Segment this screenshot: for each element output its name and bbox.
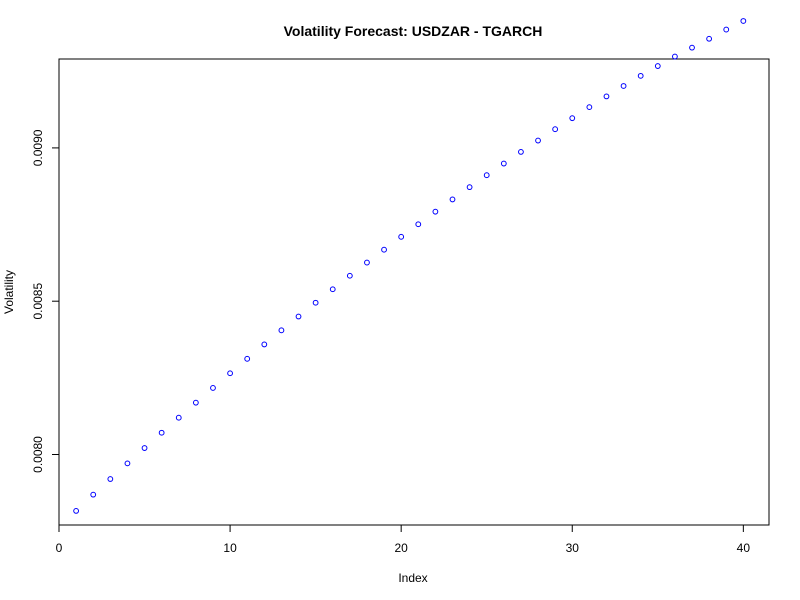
data-point	[603, 93, 610, 100]
x-tick-label: 10	[223, 541, 237, 555]
data-point	[90, 491, 97, 498]
data-point	[552, 126, 559, 133]
plot-frame	[58, 58, 770, 526]
data-point	[518, 148, 524, 155]
data-point	[261, 341, 268, 348]
data-point	[449, 196, 456, 203]
x-axis-label: Index	[398, 571, 427, 585]
data-point	[398, 233, 405, 240]
data-point	[415, 221, 422, 228]
data-point	[227, 370, 233, 377]
data-point	[706, 35, 713, 42]
data-point	[672, 53, 678, 60]
x-tick-label: 20	[394, 541, 408, 555]
data-point	[637, 72, 644, 79]
data-point	[364, 259, 370, 266]
data-point	[432, 208, 439, 215]
data-point	[740, 18, 747, 24]
y-axis-label: Volatility	[2, 270, 16, 314]
data-point	[124, 460, 131, 467]
data-point	[483, 172, 490, 179]
x-tick-label: 0	[56, 541, 63, 555]
data-point	[210, 385, 216, 391]
data-point	[346, 272, 353, 279]
y-tick-label: 0.0085	[31, 283, 45, 320]
data-point	[586, 104, 593, 111]
y-tick-label: 0.0090	[31, 129, 45, 166]
data-point	[244, 355, 251, 362]
x-axis: 0 10 20 30 40	[56, 524, 751, 555]
data-point	[723, 26, 730, 33]
data-point	[158, 429, 165, 436]
data-point	[73, 507, 80, 514]
data-point	[381, 246, 387, 253]
data-point	[620, 83, 627, 89]
data-point	[569, 115, 576, 122]
data-point	[535, 137, 541, 144]
data-point	[689, 44, 695, 51]
y-axis: 0.0080 0.0085 0.0090	[31, 129, 60, 473]
x-tick-label: 30	[566, 541, 580, 555]
chart-title: Volatility Forecast: USDZAR - TGARCH	[284, 23, 543, 39]
data-point	[192, 399, 199, 406]
data-point	[278, 327, 285, 334]
data-point	[654, 63, 661, 69]
x-tick-label: 40	[737, 541, 751, 555]
data-point	[312, 299, 319, 306]
data-point	[107, 476, 114, 482]
data-point	[500, 160, 507, 167]
data-points	[73, 18, 747, 514]
data-point	[466, 184, 473, 191]
data-point	[295, 313, 302, 320]
data-point	[329, 286, 336, 293]
data-point	[141, 445, 148, 451]
data-point	[175, 414, 182, 421]
y-tick-label: 0.0080	[31, 436, 45, 473]
